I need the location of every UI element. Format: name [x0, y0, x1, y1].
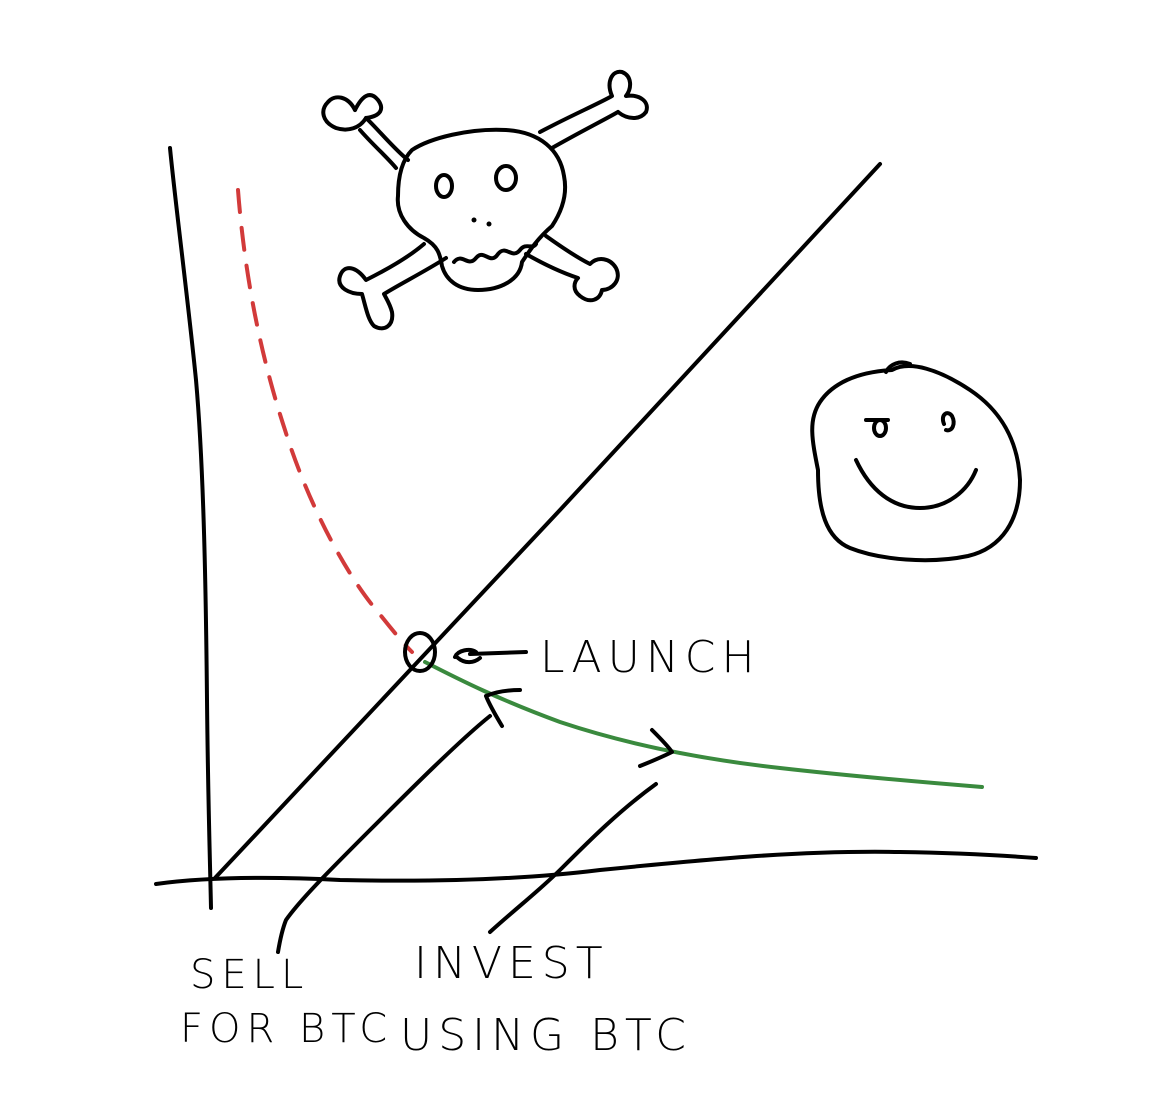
invest-leader-line: [488, 782, 658, 934]
invest-label-line2: USING BTC: [400, 1010, 692, 1061]
sell-path-dashed: [236, 188, 414, 654]
launch-label: LAUNCH: [540, 632, 761, 683]
arrowhead-right: [638, 728, 674, 768]
skull-and-crossbones-icon: [321, 69, 649, 331]
sell-label-line2: FOR BTC: [180, 1006, 393, 1052]
diagonal-line: [213, 162, 882, 880]
invest-label-line1: INVEST: [414, 938, 609, 989]
y-axis: [168, 146, 213, 910]
sell-leader-line: [276, 714, 492, 954]
sell-label-line1: SELL: [190, 952, 309, 998]
arrowhead-left: [484, 688, 522, 728]
x-axis: [154, 849, 1038, 886]
smiley-face-icon: [810, 360, 1022, 563]
launch-arrow: [453, 647, 528, 665]
launch-point-marker: [403, 631, 437, 673]
